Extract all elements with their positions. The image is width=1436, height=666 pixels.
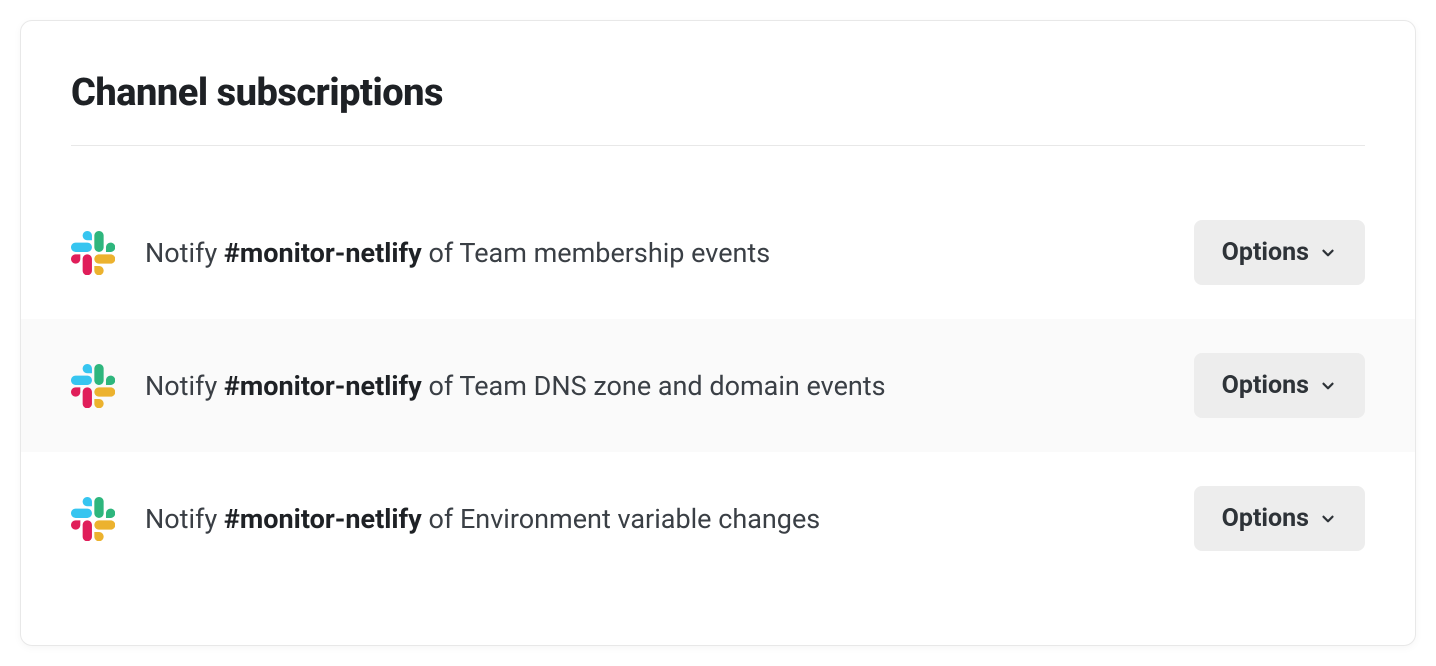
text-channel: #monitor-netlify — [224, 237, 422, 269]
options-label: Options — [1222, 371, 1309, 400]
row-left: Notify #monitor-netlify of Environment v… — [71, 497, 820, 541]
slack-icon — [71, 497, 115, 541]
slack-icon — [71, 231, 115, 275]
subscription-text: Notify #monitor-netlify of Team DNS zone… — [145, 370, 886, 402]
text-channel: #monitor-netlify — [224, 503, 422, 535]
options-button[interactable]: Options — [1194, 353, 1365, 418]
chevron-down-icon — [1319, 510, 1337, 528]
row-left: Notify #monitor-netlify of Team membersh… — [71, 231, 770, 275]
options-label: Options — [1222, 504, 1309, 533]
subscription-row: Notify #monitor-netlify of Environment v… — [21, 452, 1415, 585]
options-label: Options — [1222, 238, 1309, 267]
subscription-text: Notify #monitor-netlify of Team membersh… — [145, 237, 770, 269]
text-channel: #monitor-netlify — [224, 370, 422, 402]
card-title: Channel subscriptions — [71, 71, 1365, 146]
chevron-down-icon — [1319, 377, 1337, 395]
slack-icon — [71, 364, 115, 408]
subscription-text: Notify #monitor-netlify of Environment v… — [145, 503, 820, 535]
chevron-down-icon — [1319, 244, 1337, 262]
options-button[interactable]: Options — [1194, 486, 1365, 551]
text-suffix: of Team membership events — [422, 237, 770, 269]
subscription-list: Notify #monitor-netlify of Team membersh… — [21, 186, 1415, 585]
text-prefix: Notify — [145, 370, 224, 402]
text-suffix: of Environment variable changes — [422, 503, 820, 535]
text-prefix: Notify — [145, 503, 224, 535]
text-suffix: of Team DNS zone and domain events — [422, 370, 886, 402]
text-prefix: Notify — [145, 237, 224, 269]
subscription-row: Notify #monitor-netlify of Team DNS zone… — [21, 319, 1415, 452]
row-left: Notify #monitor-netlify of Team DNS zone… — [71, 364, 886, 408]
subscription-row: Notify #monitor-netlify of Team membersh… — [21, 186, 1415, 319]
channel-subscriptions-card: Channel subscriptions Notify #monitor-ne… — [20, 20, 1416, 646]
options-button[interactable]: Options — [1194, 220, 1365, 285]
